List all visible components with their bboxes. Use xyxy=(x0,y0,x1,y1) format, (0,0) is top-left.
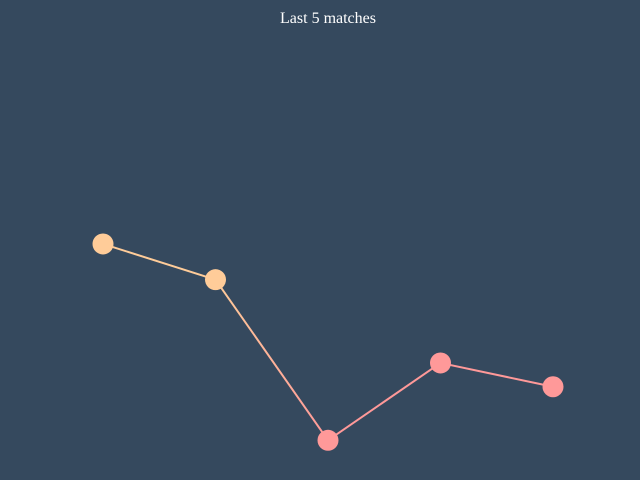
line-segment-1 xyxy=(102,242,216,281)
data-point-5 xyxy=(542,376,564,398)
data-point-1 xyxy=(92,233,114,255)
data-point-4 xyxy=(430,352,451,374)
line-segment-3 xyxy=(327,362,442,442)
line-segment-2 xyxy=(214,279,329,441)
data-point-2 xyxy=(205,269,226,291)
line-segment-4 xyxy=(440,361,554,388)
chart-title: Last 5 matches xyxy=(280,10,376,27)
data-point-3 xyxy=(317,429,339,451)
